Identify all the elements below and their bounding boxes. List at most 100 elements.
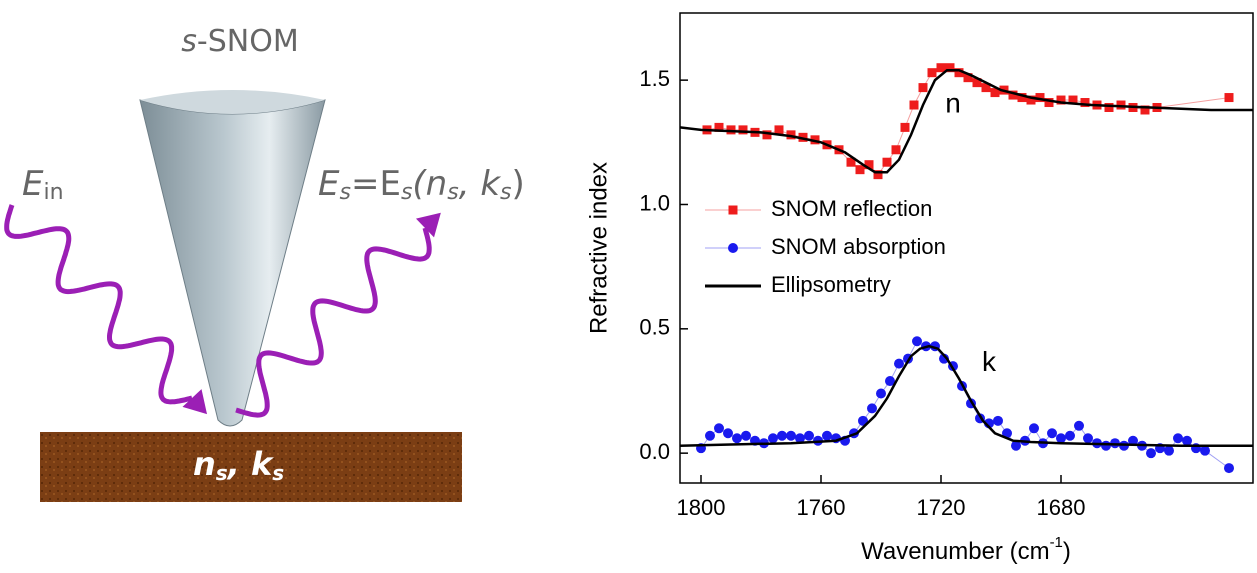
x-tick-label: 1680: [1037, 495, 1086, 520]
marker: [936, 63, 946, 73]
marker: [927, 68, 937, 78]
marker: [954, 68, 964, 78]
marker: [855, 165, 865, 175]
marker: [858, 415, 868, 426]
marker: [1017, 93, 1027, 103]
marker: [1116, 100, 1126, 110]
marker: [876, 388, 886, 399]
marker: [1104, 102, 1114, 112]
marker: [777, 430, 787, 441]
marker: [1224, 463, 1234, 474]
marker: [900, 122, 910, 132]
marker: [993, 415, 1003, 426]
series-line: [679, 68, 1253, 174]
marker: [1140, 105, 1150, 115]
plot: Refractive index Wavenumber (cm-1) 0.0 0.…: [585, 12, 1254, 565]
marker: [864, 160, 874, 170]
marker: [768, 433, 778, 444]
legend-label: SNOM reflection: [771, 196, 932, 221]
marker: [1200, 445, 1210, 456]
marker: [891, 145, 901, 155]
marker: [1173, 433, 1183, 444]
marker: [1044, 98, 1054, 108]
marker: [1128, 435, 1138, 446]
marker: [867, 403, 877, 414]
sample: [40, 432, 462, 502]
diagram-title: s-SNOM: [181, 24, 298, 59]
marker: [963, 73, 973, 83]
legend-label: SNOM absorption: [771, 234, 946, 259]
marker: [882, 157, 892, 167]
annotation: k: [982, 346, 997, 377]
y-axis-label: Refractive index: [585, 162, 612, 334]
marker: [846, 157, 856, 167]
marker: [786, 430, 796, 441]
marker: [912, 336, 922, 347]
incident-label: Ein: [22, 164, 64, 206]
marker: [1026, 95, 1036, 105]
marker: [1080, 98, 1090, 108]
marker: [1008, 90, 1018, 100]
marker: [981, 83, 991, 93]
plot-frame: [679, 12, 1254, 484]
marker: [1056, 95, 1066, 105]
marker: [714, 122, 724, 132]
marker: [1146, 448, 1156, 459]
marker: [918, 83, 928, 93]
y-tick-label: 0.5: [639, 315, 670, 340]
marker: [1164, 445, 1174, 456]
marker: [762, 130, 772, 140]
wave: [4, 204, 193, 405]
marker: [732, 433, 742, 444]
y-tick-label: 1.0: [639, 190, 670, 215]
scattered-label: Es=Es(ns, ks): [318, 164, 525, 206]
marker: [728, 205, 738, 215]
marker: [1011, 440, 1021, 451]
marker: [1056, 433, 1066, 444]
marker: [1068, 95, 1078, 105]
x-tick-label: 1800: [677, 495, 726, 520]
marker: [885, 376, 895, 387]
marker: [774, 125, 784, 135]
marker: [1002, 428, 1012, 439]
marker: [873, 170, 883, 180]
marker: [1101, 440, 1111, 451]
connector-line: [706, 67, 1230, 176]
marker: [1074, 420, 1084, 431]
marker: [723, 428, 733, 439]
marker: [714, 423, 724, 434]
marker: [909, 100, 919, 110]
marker: [1035, 93, 1045, 103]
series-line: [679, 344, 1253, 447]
marker: [1047, 428, 1057, 439]
marker: [738, 125, 748, 135]
marker: [939, 353, 949, 364]
tip: [139, 99, 326, 427]
arrow-head: [415, 212, 441, 238]
marker: [1029, 423, 1039, 434]
marker: [822, 430, 832, 441]
marker: [990, 88, 1000, 98]
annotation: n: [945, 87, 961, 118]
marker: [705, 430, 715, 441]
y-tick-label: 1.5: [639, 66, 670, 91]
x-axis-label: Wavenumber (cm-1): [861, 534, 1071, 565]
marker: [1083, 433, 1093, 444]
marker: [972, 78, 982, 88]
marker: [894, 358, 904, 369]
marker: [795, 433, 805, 444]
diagram: s-SNOM Ein Es=Es(ns, ks) ns, ks: [4, 24, 525, 502]
tip-top: [140, 90, 325, 114]
x-tick-label: 1760: [797, 495, 846, 520]
sample-label: ns, ks: [193, 445, 284, 485]
marker: [945, 63, 955, 73]
marker: [741, 430, 751, 441]
waves: [4, 204, 441, 418]
legend-label: Ellipsometry: [771, 272, 891, 297]
arrow-head: [182, 389, 208, 415]
marker: [728, 243, 738, 253]
marker: [804, 430, 814, 441]
x-tick-label: 1720: [917, 495, 966, 520]
marker: [1182, 435, 1192, 446]
